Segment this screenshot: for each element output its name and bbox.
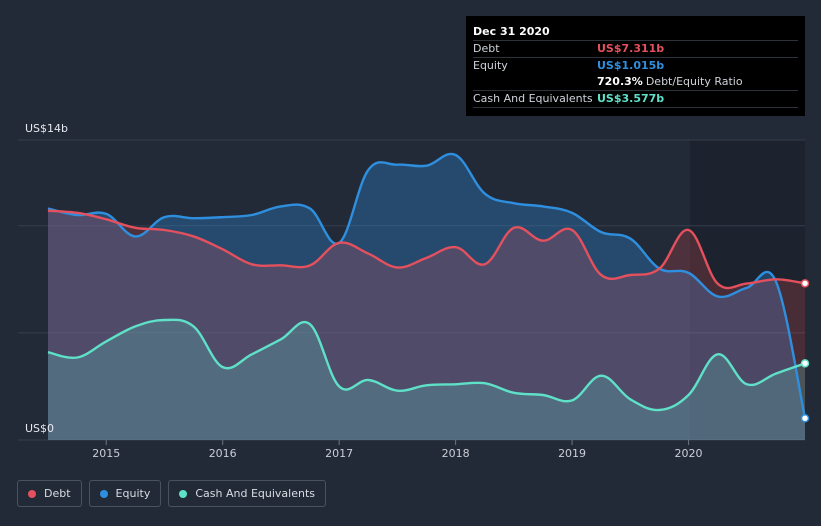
line-equity bbox=[47, 152, 807, 419]
endpoint-equity[interactable] bbox=[800, 414, 810, 423]
legend-item-debt[interactable]: Debt bbox=[17, 480, 82, 507]
legend-item-cash[interactable]: Cash And Equivalents bbox=[168, 480, 326, 507]
tooltip-ratio-label: Debt/Equity Ratio bbox=[645, 75, 743, 88]
legend-label: Cash And Equivalents bbox=[195, 487, 315, 500]
gridlines bbox=[18, 139, 805, 441]
tooltip-value: US$1.015b bbox=[597, 59, 665, 72]
tooltip-value: 720.3% bbox=[597, 75, 643, 88]
y-axis-top-label: US$14b bbox=[25, 122, 68, 135]
series-lines bbox=[47, 152, 807, 419]
tooltip-row-debt: Debt US$7.311b bbox=[473, 40, 798, 57]
tooltip-label bbox=[473, 74, 597, 90]
area-equity bbox=[48, 153, 805, 440]
x-tick-label: 2019 bbox=[558, 447, 586, 460]
x-tick-label: 2017 bbox=[325, 447, 353, 460]
legend-item-equity[interactable]: Equity bbox=[88, 480, 162, 507]
data-tooltip: Dec 31 2020 Debt US$7.311b Equity US$1.0… bbox=[466, 16, 805, 116]
x-tick-label: 2015 bbox=[92, 447, 120, 460]
x-tick-label: 2016 bbox=[209, 447, 237, 460]
legend-label: Debt bbox=[44, 487, 71, 500]
area-debt bbox=[48, 210, 805, 440]
tooltip-bottom-rule bbox=[473, 107, 798, 124]
x-tick-label: 2020 bbox=[675, 447, 703, 460]
legend-dot-icon bbox=[179, 489, 188, 498]
tooltip-label: Equity bbox=[473, 59, 508, 72]
tooltip-label: Cash And Equivalents bbox=[473, 92, 593, 105]
line-cash-and-equivalents bbox=[47, 318, 806, 412]
tooltip-row-ratio: 720.3% Debt/Equity Ratio bbox=[473, 74, 798, 90]
tooltip-value: US$3.577b bbox=[597, 92, 665, 105]
x-axis-ticks: 2015 2016 2017 2018 2019 2020 bbox=[92, 440, 703, 460]
legend-dot-icon bbox=[28, 489, 36, 498]
tooltip-value: US$7.311b bbox=[597, 42, 665, 55]
series-areas bbox=[48, 153, 805, 440]
tooltip-row-cash: Cash And Equivalents US$3.577b bbox=[473, 90, 798, 107]
area-cash-and-equivalents bbox=[48, 319, 805, 440]
tooltip-row-equity: Equity US$1.015b bbox=[473, 57, 798, 74]
line-debt bbox=[47, 209, 806, 290]
endpoint-debt[interactable] bbox=[800, 279, 810, 288]
x-tick-label: 2018 bbox=[442, 447, 470, 460]
chart-legend: Debt Equity Cash And Equivalents bbox=[17, 480, 326, 507]
endpoint-cash-and-equivalents[interactable] bbox=[800, 359, 810, 368]
tooltip-date: Dec 31 2020 bbox=[473, 25, 550, 38]
series-endpoints bbox=[800, 279, 810, 423]
legend-dot-icon bbox=[99, 489, 108, 498]
legend-label: Equity bbox=[115, 487, 151, 500]
tooltip-label: Debt bbox=[473, 42, 500, 55]
y-axis-bottom-label: US$0 bbox=[25, 422, 54, 435]
